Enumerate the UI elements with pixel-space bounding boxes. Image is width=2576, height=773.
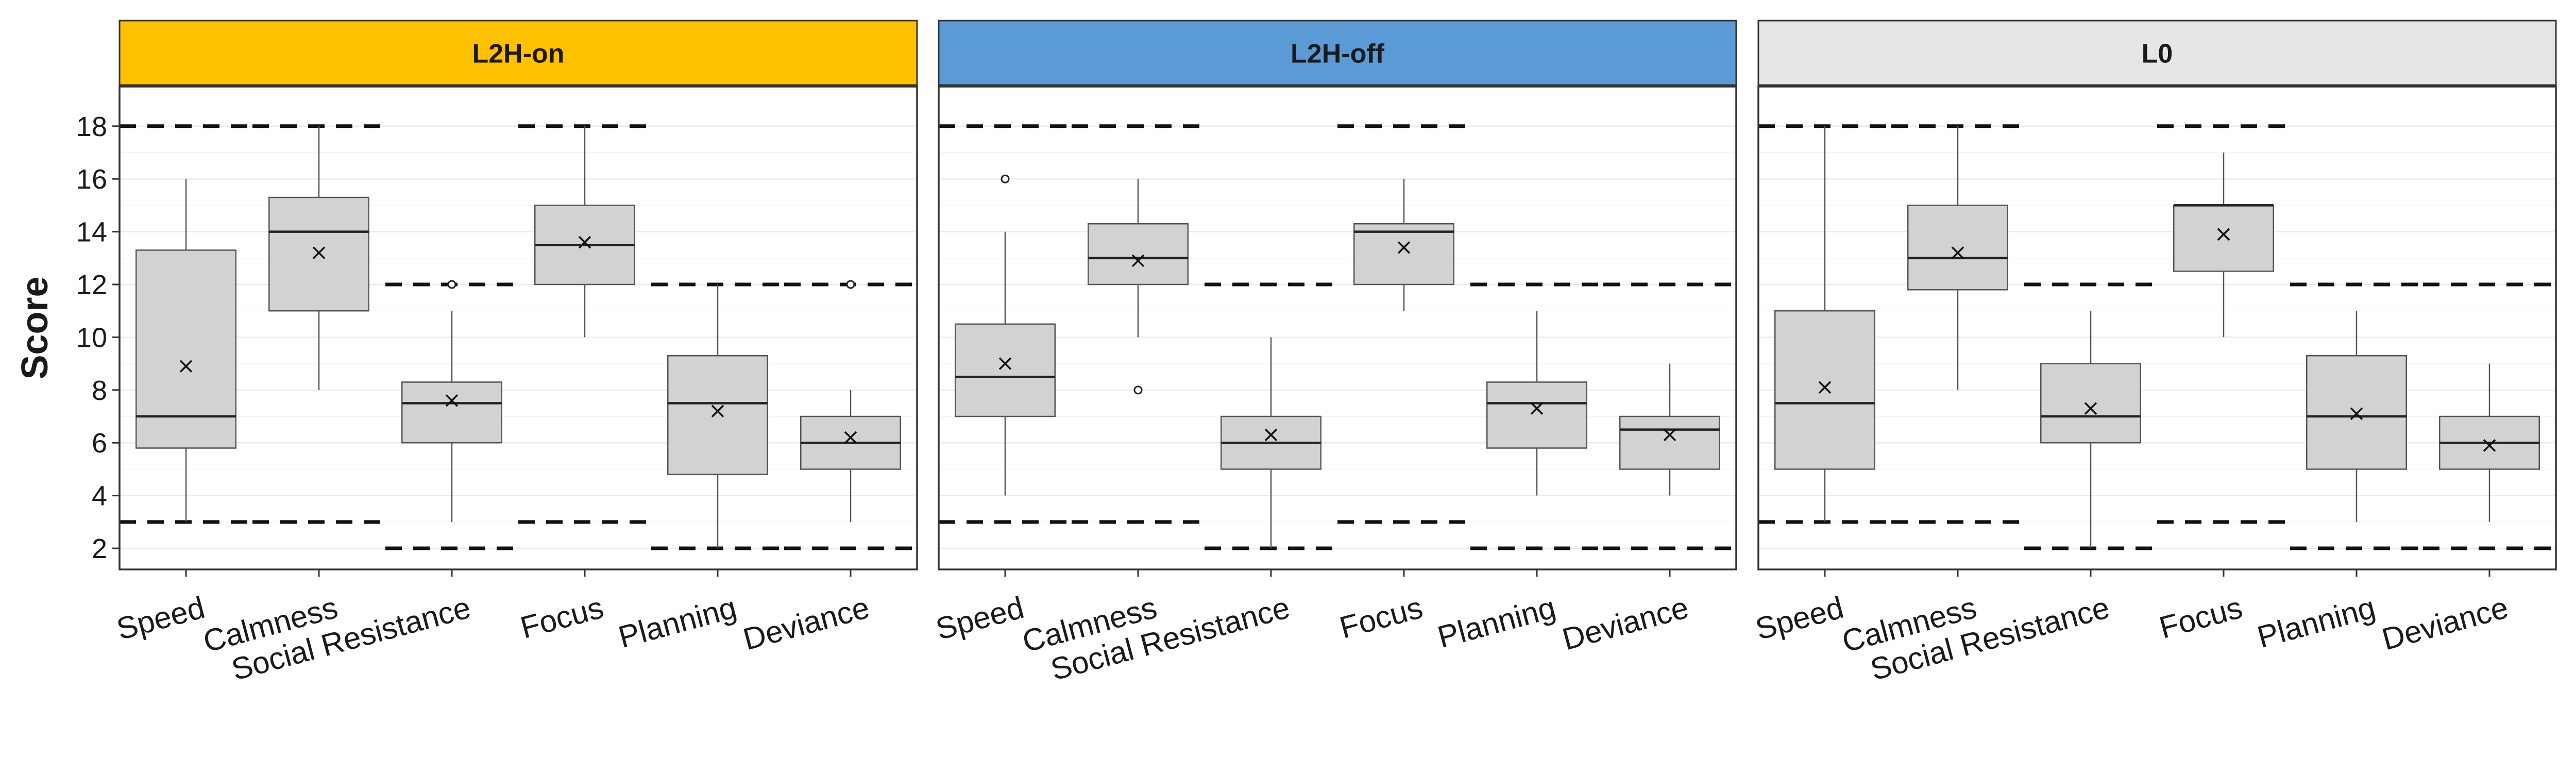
box-iqr [2173,205,2274,272]
mean-marker [844,431,857,444]
outlier-point [447,280,456,289]
panel-strip [1757,20,2557,86]
box-iqr [1088,223,1189,285]
mean-marker [1264,428,1278,442]
box-speed: Speed [113,124,252,647]
box-iqr [268,196,369,312]
mean-marker [711,405,724,418]
panel-border [938,86,1737,570]
x-category-label: Focus [1336,590,1426,645]
y-tick-label: 10 [76,322,107,353]
mean-marker [1951,246,1964,259]
outlier-point [846,280,855,289]
x-category-label: Focus [2156,590,2246,645]
box-iqr [2040,363,2141,444]
mean-marker [2084,402,2097,415]
panel-background [1758,87,2556,569]
box-iqr [401,381,502,444]
box-iqr [135,249,236,449]
box-iqr [1619,415,1720,470]
panel-border [1757,86,2557,570]
y-tick-label: 6 [92,428,107,459]
mean-marker [578,236,591,249]
box-iqr [1907,205,2008,291]
x-category-label: Speed [1752,590,1847,647]
outlier-point [1133,385,1143,395]
mean-marker [1131,254,1145,267]
panel-background [939,87,1736,569]
mean-marker [1397,241,1411,254]
mean-marker [1530,402,1544,415]
box-iqr [667,355,768,475]
x-category-label: Planning [1434,590,1559,654]
y-tick-label: 2 [92,533,107,564]
x-category-label: Deviance [1558,590,1692,657]
y-axis: 2 4 6 8 10 12 14 16 18 [76,111,120,564]
y-axis-title: Score [14,276,56,379]
panel-border [118,86,918,570]
x-category-label: Planning [2253,590,2379,654]
x-category-label: Planning [615,590,740,654]
y-tick-label: 16 [76,164,107,195]
mean-marker [445,394,459,407]
panel-title: L2H-off [1291,39,1385,69]
box-iqr [1774,310,1875,470]
mean-marker [179,360,193,373]
panel-strip [938,20,1737,86]
mean-marker [2483,439,2496,452]
y-tick-label: 12 [76,270,107,300]
x-category-label: Focus [517,590,607,645]
mean-marker [1818,381,1832,394]
x-category-label: Speed [932,590,1027,647]
mean-marker [2350,407,2363,421]
x-category-label: Deviance [2378,590,2512,657]
panel-background [120,87,917,569]
y-tick-label: 14 [76,217,107,248]
panel-title: L0 [2142,39,2173,69]
box-iqr [1353,223,1454,285]
panel-title: L2H-on [472,39,564,69]
mean-marker [1663,428,1676,442]
y-tick-label: 18 [76,111,107,142]
panel-strip [118,20,918,86]
outlier-point [1001,174,1010,183]
mean-marker [2217,228,2230,241]
box-iqr [2306,355,2407,470]
y-tick-label: 8 [92,375,107,406]
x-category-label: Deviance [739,590,873,657]
mean-marker [312,246,326,259]
box-iqr [955,323,1056,417]
box-iqr [1486,381,1587,449]
y-tick-label: 4 [92,481,107,512]
mean-marker [998,357,1012,370]
x-category-label: Speed [113,590,208,647]
